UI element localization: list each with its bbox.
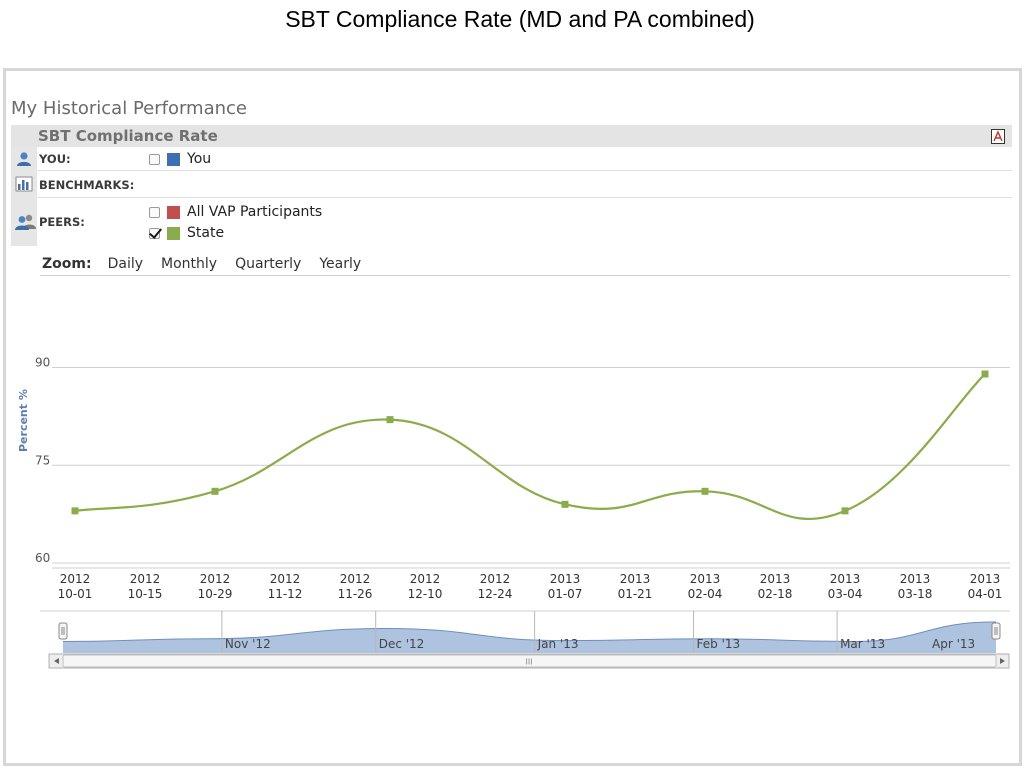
you-swatch	[167, 152, 180, 166]
legend-area: SBT Compliance Rate YOU: You BENCHMARKS:…	[11, 125, 1012, 246]
legend-title-bar: SBT Compliance Rate	[11, 125, 1012, 147]
zoom-quarterly[interactable]: Quarterly	[235, 256, 302, 272]
benchmarks-row-label: BENCHMARKS:	[39, 178, 135, 192]
pdf-export-icon[interactable]	[990, 128, 1006, 145]
peers-icon	[15, 214, 36, 230]
legend-row-benchmarks: BENCHMARKS:	[37, 171, 1012, 198]
legend-title: SBT Compliance Rate	[38, 127, 218, 145]
you-entry-label: You	[187, 151, 212, 167]
state-swatch	[167, 226, 180, 240]
benchmark-chart-icon	[15, 176, 33, 192]
all-vap-entry-label: All VAP Participants	[187, 204, 323, 220]
zoom-label: Zoom:	[42, 256, 92, 272]
peers-row-label: PEERS:	[39, 215, 85, 229]
zoom-monthly[interactable]: Monthly	[161, 256, 218, 272]
legend-row-you: YOU: You	[37, 147, 1012, 171]
legend-entry-state[interactable]: State	[149, 224, 224, 242]
all-vap-checkbox[interactable]	[149, 206, 160, 218]
zoom-yearly[interactable]: Yearly	[319, 256, 362, 272]
slide-title: SBT Compliance Rate (MD and PA combined)	[285, 6, 755, 32]
zoom-divider	[40, 275, 1010, 276]
panel-heading: My Historical Performance	[11, 98, 248, 119]
you-row-label: YOU:	[39, 152, 71, 166]
you-checkbox[interactable]	[149, 153, 160, 165]
state-entry-label: State	[187, 225, 225, 241]
user-icon	[17, 152, 31, 166]
state-checkbox[interactable]	[149, 227, 160, 239]
legend-entry-all-vap[interactable]: All VAP Participants	[149, 203, 322, 221]
legend-entry-you[interactable]: You	[149, 150, 211, 168]
legend-row-peers: PEERS: All VAP Participants State	[37, 198, 1012, 246]
all-vap-swatch	[167, 205, 180, 219]
zoom-daily[interactable]: Daily	[107, 256, 144, 272]
zoom-bar: Zoom: Daily Monthly Quarterly Yearly	[42, 256, 361, 272]
